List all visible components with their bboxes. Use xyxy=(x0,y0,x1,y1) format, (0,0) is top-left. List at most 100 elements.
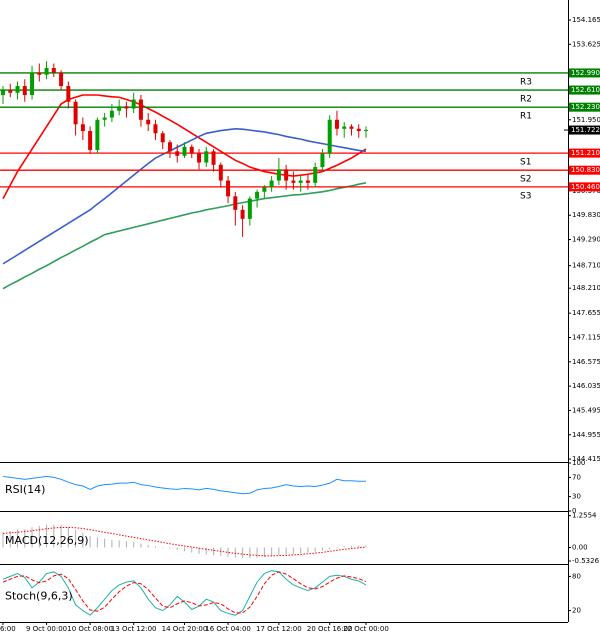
macd-bar xyxy=(213,547,215,556)
macd-bar xyxy=(314,547,316,552)
level-value: 152.230 xyxy=(571,103,600,111)
x-tick-label: 13 Oct 12:00 xyxy=(111,625,157,633)
level-label-box xyxy=(569,165,600,175)
candle-body xyxy=(1,90,5,96)
macd-bar xyxy=(169,547,171,549)
candle-body xyxy=(22,86,27,96)
level-value: 152.610 xyxy=(571,86,600,94)
macd-bar xyxy=(271,547,273,557)
candle-body xyxy=(291,180,296,183)
macd-bar xyxy=(307,547,309,553)
y-tick-label: -0.5326 xyxy=(572,557,600,565)
candle-body xyxy=(298,180,303,183)
level-value: 152.990 xyxy=(571,69,600,77)
x-tick-label: 10 Oct 08:00 xyxy=(67,625,113,633)
macd-bar xyxy=(300,547,302,554)
indicator-line xyxy=(2,571,367,614)
candle-body xyxy=(247,198,252,219)
level-value: 150.460 xyxy=(571,183,600,191)
y-tick-label: 148.210 xyxy=(572,284,600,292)
macd-bar xyxy=(365,545,367,548)
macd-bar xyxy=(191,547,193,553)
macd-bar xyxy=(285,547,287,555)
y-tick-label: 149.830 xyxy=(572,211,600,219)
candle-body xyxy=(51,67,56,73)
y-tick-label: 100 xyxy=(572,459,585,467)
candle-body xyxy=(8,90,13,93)
x-tick-label: 16 Oct 04:00 xyxy=(205,625,251,633)
macd-bar xyxy=(198,547,200,554)
candle-body xyxy=(117,106,122,111)
level-label-box xyxy=(569,148,600,158)
candle-body xyxy=(160,133,165,143)
candle-body xyxy=(175,151,180,156)
level-value: 151.210 xyxy=(571,149,600,157)
level-name: R2 xyxy=(520,95,532,105)
candle-body xyxy=(342,126,347,129)
macd-bar xyxy=(242,547,244,559)
macd-bar xyxy=(184,547,185,552)
candle-body xyxy=(131,99,136,109)
y-tick-label: 80 xyxy=(572,572,581,580)
y-tick-label: 146.575 xyxy=(572,358,600,366)
macd-bar xyxy=(67,527,69,548)
macd-bar xyxy=(263,547,265,558)
candle-body xyxy=(102,117,107,120)
candle-body xyxy=(211,151,216,165)
candle-body xyxy=(124,106,129,109)
y-tick-label: 151.950 xyxy=(572,116,600,124)
macd-bar xyxy=(292,547,294,554)
y-tick-label: 30 xyxy=(572,493,581,501)
candle-body xyxy=(313,167,318,183)
candle-body xyxy=(59,72,64,87)
macd-bar xyxy=(75,529,77,548)
indicator-line xyxy=(2,182,367,290)
macd-bar xyxy=(205,547,207,555)
candle-body xyxy=(349,126,354,129)
candle-body xyxy=(182,146,187,156)
macd-bar xyxy=(104,538,106,548)
level-name: S2 xyxy=(520,175,531,185)
y-tick-label: 147.655 xyxy=(572,309,600,317)
candle-body xyxy=(197,153,202,163)
candle-body xyxy=(226,180,231,197)
level-name: R1 xyxy=(520,112,532,122)
macd-bar xyxy=(17,529,19,548)
macd-bar xyxy=(31,527,33,548)
candle-body xyxy=(262,187,267,192)
candle-body xyxy=(334,119,339,129)
macd-bar xyxy=(118,540,120,548)
macd-bar xyxy=(176,547,178,551)
candle-body xyxy=(284,169,289,181)
last-price-box xyxy=(569,125,600,135)
x-tick-label: 20 Oct 16:00 xyxy=(307,625,353,633)
candle-body xyxy=(73,101,78,125)
macd-bar xyxy=(154,546,156,548)
level-name: S3 xyxy=(520,191,531,201)
y-tick-label: 154.165 xyxy=(572,16,600,24)
candle-body xyxy=(255,191,260,199)
macd-bar xyxy=(96,537,98,548)
macd-bar xyxy=(358,545,360,548)
macd-bar xyxy=(140,543,142,548)
candle-body xyxy=(320,153,325,168)
candle-body xyxy=(233,196,238,210)
level-label-box xyxy=(569,85,600,95)
level-name: S1 xyxy=(520,158,531,168)
candle-body xyxy=(204,151,209,163)
macd-bar xyxy=(125,541,127,548)
y-tick-label: 149.290 xyxy=(572,236,600,244)
candle-body xyxy=(269,180,274,188)
macd-bar xyxy=(9,531,11,548)
y-tick-label: 1.2554 xyxy=(572,512,597,520)
y-tick-label: 70 xyxy=(572,473,581,481)
y-tick-label: 144.955 xyxy=(572,431,600,439)
macd-bar xyxy=(278,547,280,556)
candle-body xyxy=(37,72,42,75)
candle-body xyxy=(153,124,158,134)
candle-body xyxy=(15,86,20,93)
candle-body xyxy=(167,142,172,152)
